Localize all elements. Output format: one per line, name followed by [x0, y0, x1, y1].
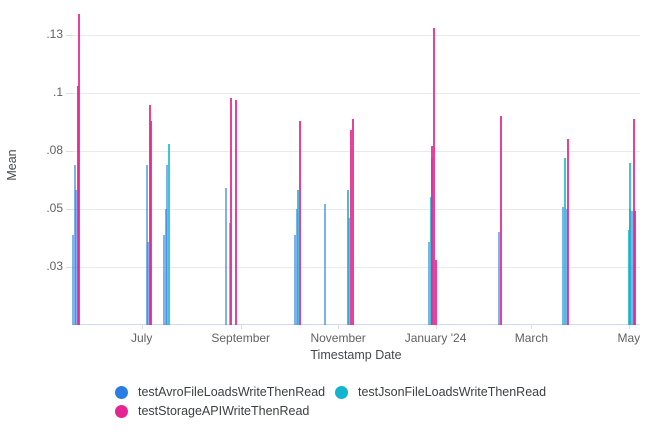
- bar-avro[interactable]: [324, 204, 327, 325]
- plot-area: .13 .1 .08 .05 .03 July September November Janua…: [46, 14, 641, 345]
- bar-json[interactable]: [346, 190, 349, 325]
- y-tick-label: .03: [46, 259, 63, 273]
- bar-storage[interactable]: [230, 97, 233, 325]
- y-tick-label: .1: [52, 85, 63, 99]
- bar-json[interactable]: [563, 158, 566, 325]
- bar-avro[interactable]: [498, 232, 501, 325]
- x-axis-tick: [531, 324, 533, 329]
- bar-avro[interactable]: [145, 164, 148, 325]
- x-tick-label: March: [514, 331, 549, 345]
- legend-label-avro: testAvroFileLoadsWriteThenRead: [138, 385, 326, 399]
- bar-avro[interactable]: [73, 164, 76, 325]
- bar-storage[interactable]: [351, 118, 354, 325]
- y-tick-label: .08: [46, 143, 63, 157]
- bar-avro[interactable]: [72, 234, 74, 325]
- bar-storage[interactable]: [634, 211, 637, 325]
- legend-item-json[interactable]: testJsonFileLoadsWriteThenRead: [335, 385, 546, 399]
- bar-avro[interactable]: [565, 209, 568, 325]
- bar-storage[interactable]: [632, 118, 635, 325]
- y-tick-label: .13: [46, 27, 63, 41]
- bar-storage[interactable]: [431, 146, 434, 325]
- y-axis-tick: [66, 209, 73, 210]
- gridline: [73, 151, 640, 152]
- bar-json[interactable]: [429, 197, 432, 325]
- bar-avro[interactable]: [348, 218, 351, 325]
- bar-json[interactable]: [167, 144, 170, 325]
- gridline: [73, 35, 640, 36]
- x-axis-baseline: [73, 324, 640, 325]
- x-axis-title: Timestamp Date: [310, 348, 402, 362]
- bar-json[interactable]: [297, 190, 300, 325]
- bar-storage[interactable]: [76, 86, 79, 325]
- bar-avro[interactable]: [225, 188, 228, 325]
- bar-storage[interactable]: [434, 260, 437, 325]
- bar-storage[interactable]: [433, 28, 435, 325]
- bar-avro[interactable]: [295, 209, 298, 325]
- bar-storage[interactable]: [148, 104, 151, 325]
- x-tick-label: November: [310, 331, 366, 345]
- x-tick-label: July: [131, 331, 153, 345]
- bar-storage[interactable]: [234, 100, 237, 325]
- bar-avro[interactable]: [75, 190, 78, 325]
- y-axis-tick: [66, 267, 73, 268]
- y-axis-title: Mean: [5, 149, 19, 181]
- legend-swatch-storage-icon: [115, 404, 128, 418]
- y-axis-tick: [66, 151, 73, 152]
- bar-avro[interactable]: [562, 206, 565, 325]
- bar-avro[interactable]: [147, 241, 150, 325]
- x-axis-tick: [435, 324, 437, 329]
- gridline: [73, 267, 640, 268]
- bar-avro[interactable]: [164, 209, 167, 325]
- legend-label-json: testJsonFileLoadsWriteThenRead: [358, 385, 547, 399]
- bar-storage[interactable]: [500, 116, 502, 325]
- y-tick-label: .05: [46, 201, 63, 215]
- bar-avro[interactable]: [228, 222, 231, 325]
- bar-storage[interactable]: [298, 120, 301, 325]
- x-axis-tick: [240, 324, 242, 329]
- bar-storage[interactable]: [349, 130, 352, 325]
- bar-avro[interactable]: [428, 241, 431, 325]
- bar-storage[interactable]: [78, 14, 81, 325]
- legend-label-storage: testStorageAPIWriteThenRead: [138, 404, 310, 418]
- x-tick-label: May: [617, 331, 641, 345]
- bar-avro[interactable]: [631, 211, 633, 325]
- legend-swatch-avro-icon: [115, 385, 128, 399]
- bar-avro[interactable]: [166, 164, 169, 325]
- x-axis-tick: [338, 324, 340, 329]
- y-axis-tick: [66, 35, 73, 36]
- bar-avro[interactable]: [294, 234, 296, 325]
- legend-swatch-json-icon: [335, 385, 348, 399]
- x-tick-label: September: [211, 331, 271, 345]
- legend-item-storage[interactable]: testStorageAPIWriteThenRead: [115, 404, 309, 418]
- x-tick-label: January '24: [404, 331, 467, 345]
- gridline: [73, 209, 640, 210]
- gridline: [73, 93, 640, 94]
- bar-json[interactable]: [629, 162, 632, 325]
- bar-json[interactable]: [627, 229, 630, 325]
- x-axis-tick: [141, 324, 143, 329]
- bar-storage[interactable]: [567, 139, 570, 325]
- legend-item-avro[interactable]: testAvroFileLoadsWriteThenRead: [115, 385, 325, 399]
- x-axis-tick: [628, 324, 630, 329]
- y-axis-tick: [66, 93, 73, 94]
- bar-avro[interactable]: [163, 234, 165, 325]
- bar-storage[interactable]: [150, 120, 153, 325]
